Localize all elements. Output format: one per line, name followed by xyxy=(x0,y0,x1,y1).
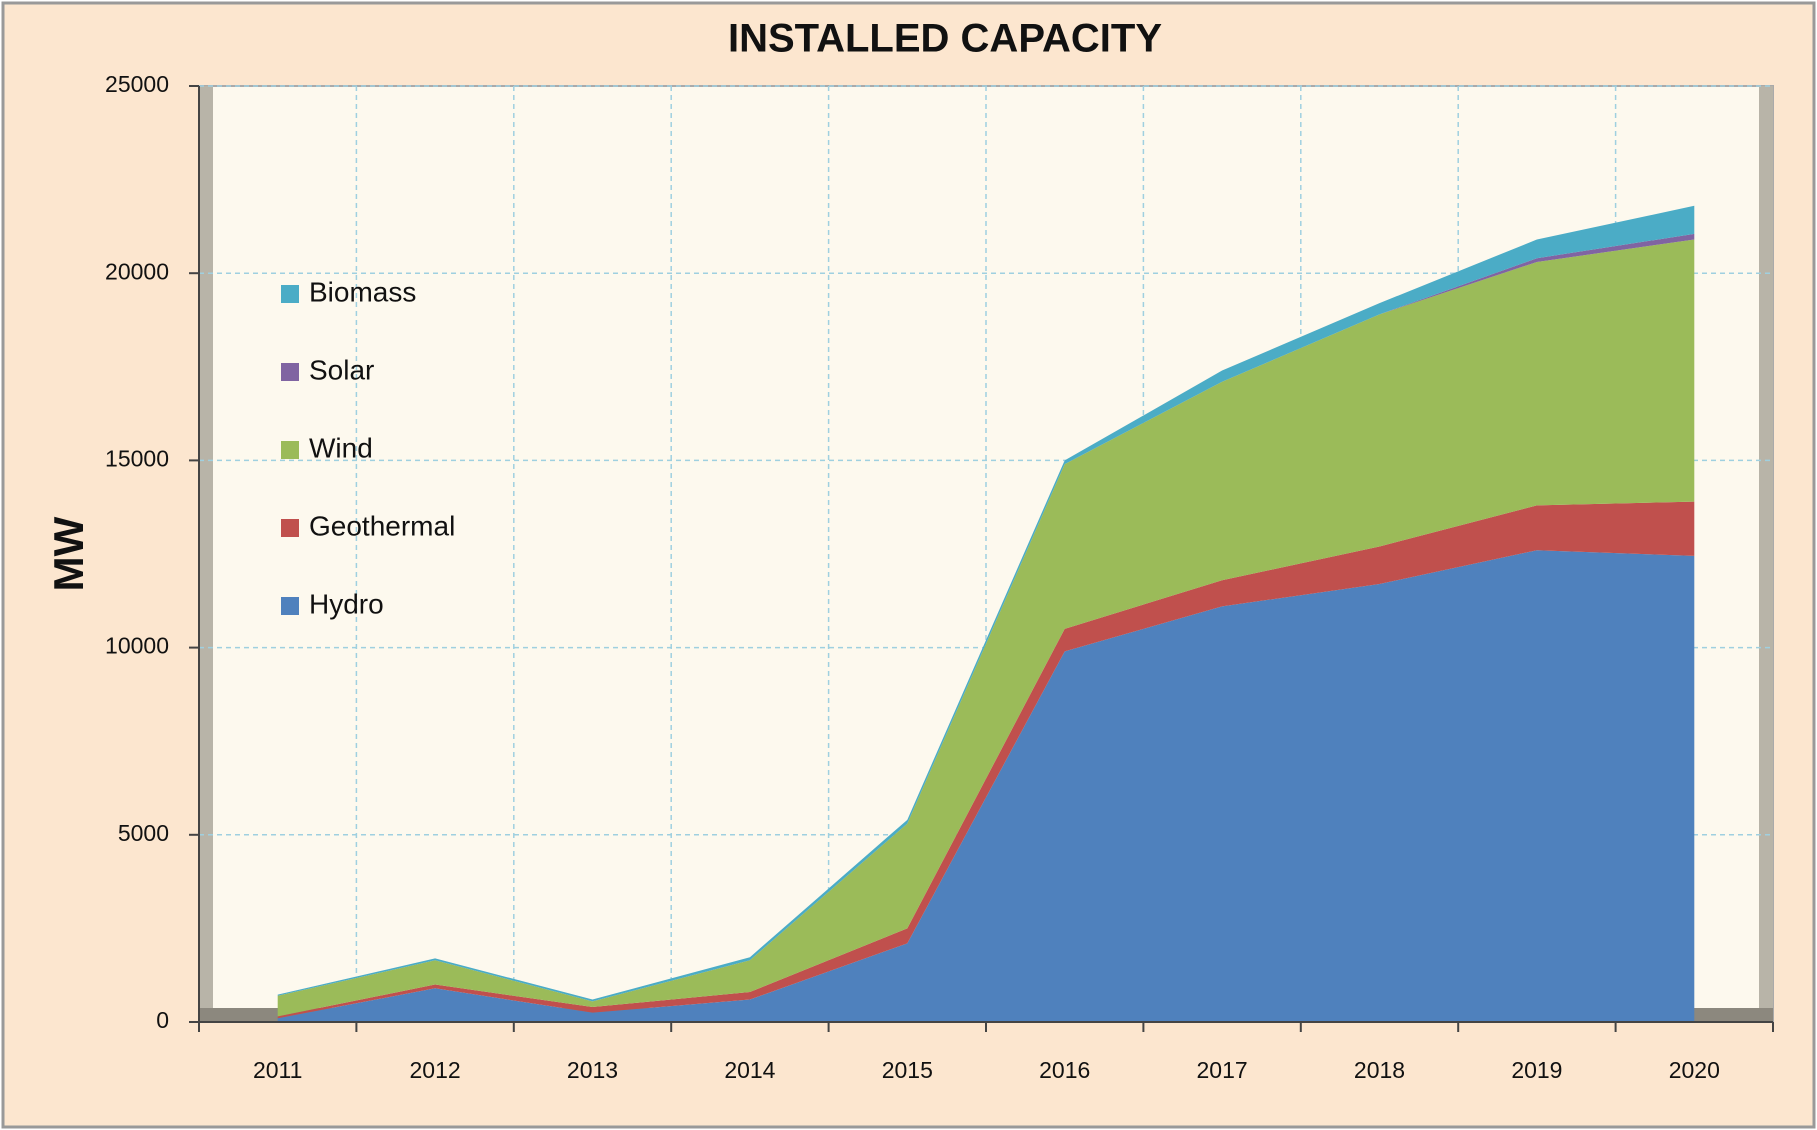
y-tick-label: 15000 xyxy=(105,445,169,471)
area xyxy=(277,239,1695,1017)
x-tick-label: 2017 xyxy=(1197,1057,1248,1083)
x-tick-label: 2015 xyxy=(882,1057,933,1083)
legend-swatch xyxy=(281,363,299,381)
legend-label: Wind xyxy=(309,432,373,463)
x-tick-label: 2020 xyxy=(1669,1057,1720,1083)
x-tick-label: 2018 xyxy=(1354,1057,1405,1083)
x-tick-label: 2019 xyxy=(1511,1057,1562,1083)
axes: 0 5000 10000 15000 20000 25000 2011 2012 2013 201… xyxy=(105,71,1774,1083)
legend-swatch xyxy=(281,441,299,459)
y-tick-label: 5000 xyxy=(118,820,169,846)
chart-title: INSTALLED CAPACITY xyxy=(728,17,1162,61)
x-tick-label: 2012 xyxy=(410,1057,461,1083)
areas xyxy=(277,205,1695,1022)
legend-swatch xyxy=(281,597,299,615)
legend-label: Solar xyxy=(309,354,374,385)
y-tick-label: 10000 xyxy=(105,633,169,659)
legend-label: Biomass xyxy=(309,276,416,307)
x-tick-label: 2011 xyxy=(253,1057,302,1083)
y-tick-label: 25000 xyxy=(105,71,169,97)
area xyxy=(277,550,1695,1022)
legend: Biomass Solar Wind Geothermal Hydro xyxy=(281,276,455,619)
y-tick-label: 20000 xyxy=(105,258,169,284)
legend-label: Hydro xyxy=(309,588,384,619)
plot-wall-left xyxy=(199,86,213,1022)
plot-wall-right xyxy=(1759,86,1773,1022)
x-tick-label: 2016 xyxy=(1039,1057,1090,1083)
legend-label: Geothermal xyxy=(309,510,455,541)
x-tick-label: 2014 xyxy=(724,1057,775,1083)
x-tick-label: 2013 xyxy=(567,1057,618,1083)
legend-swatch xyxy=(281,285,299,303)
y-tick-label: 0 xyxy=(156,1007,169,1033)
legend-swatch xyxy=(281,519,299,537)
y-axis-label: MW xyxy=(45,516,92,591)
